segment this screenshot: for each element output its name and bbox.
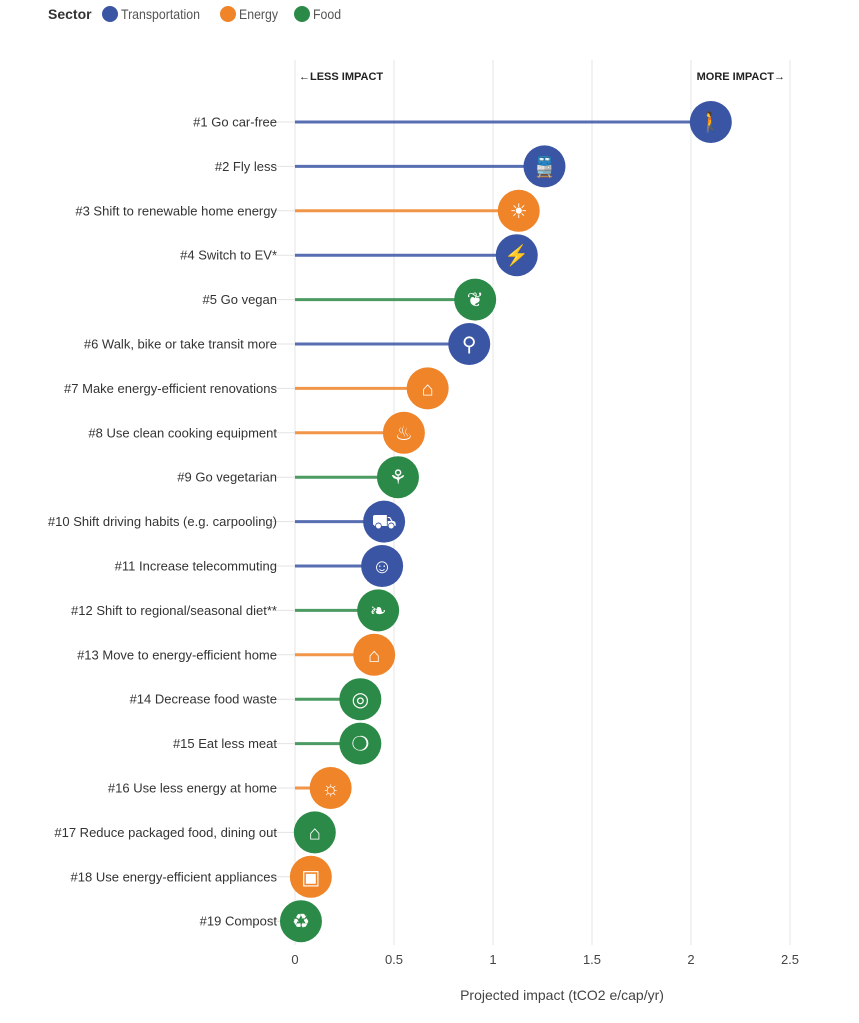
row-label: #1 Go car-free xyxy=(193,115,277,130)
x-tick-label: 0 xyxy=(291,952,298,967)
lollipop-row: #19 Compost ♻ xyxy=(200,900,322,943)
lollipop-dot xyxy=(363,500,406,543)
x-tick-label: 1 xyxy=(489,952,496,967)
row-label: #10 Shift driving habits (e.g. carpoolin… xyxy=(48,514,277,529)
lollipop-dot xyxy=(357,589,400,632)
row-label: #11 Increase telecommuting xyxy=(115,559,277,574)
row-label: #8 Use clean cooking equipment xyxy=(88,425,277,440)
row-label: #16 Use less energy at home xyxy=(108,781,277,796)
row-label: #9 Go vegetarian xyxy=(177,470,277,485)
more-impact-annotation: MORE IMPACT→ xyxy=(697,71,785,83)
x-axis-label: Projected impact (tCO2 e/cap/yr) xyxy=(460,987,664,1003)
lollipop-dot xyxy=(382,411,425,454)
lollipop-dot xyxy=(339,722,382,765)
walking-person-icon: 🚶 xyxy=(698,110,723,134)
row-label: #2 Fly less xyxy=(215,159,278,174)
lollipop-dot xyxy=(293,811,336,854)
bicycle-icon: ⚲ xyxy=(462,334,477,356)
row-label: #14 Decrease food waste xyxy=(130,692,277,707)
lollipop-row: #8 Use clean cooking equipment ♨ xyxy=(88,411,425,454)
lollipop-row: #13 Move to energy-efficient home ⌂ xyxy=(77,633,396,676)
row-label: #17 Reduce packaged food, dining out xyxy=(54,825,277,840)
x-tick-label: 2.5 xyxy=(781,952,799,967)
lollipop-dot xyxy=(289,855,332,898)
solar-panel-icon: ☀ xyxy=(510,201,528,223)
train-icon: 🚆 xyxy=(532,154,557,178)
row-label: #12 Shift to regional/seasonal diet** xyxy=(71,603,277,618)
x-tick-label: 2 xyxy=(687,952,694,967)
row-label: #6 Walk, bike or take transit more xyxy=(84,337,277,352)
house-tools-icon: ⌂ xyxy=(422,378,434,400)
person-at-home-icon: ☺ xyxy=(372,556,392,578)
lollipop-dot xyxy=(689,101,732,143)
lollipop-row: #9 Go vegetarian ⚘ xyxy=(177,456,419,499)
row-label: #18 Use energy-efficient appliances xyxy=(71,869,278,884)
x-tick-label: 1.5 xyxy=(583,952,601,967)
legend-label-food: Food xyxy=(312,6,341,22)
lollipop-row: #18 Use energy-efficient appliances ▣ xyxy=(71,855,332,898)
lollipop-dot xyxy=(361,545,404,587)
row-label: #4 Switch to EV* xyxy=(180,248,277,263)
legend: Sector Transportation Energy Food xyxy=(48,6,351,22)
row-label: #3 Shift to renewable home energy xyxy=(75,203,277,218)
lollipop-row: #16 Use less energy at home ☼ xyxy=(108,767,352,809)
lollipop-dot xyxy=(523,145,566,188)
lightbulb-icon: ☼ xyxy=(321,778,339,800)
cooking-pot-icon: ♨ xyxy=(395,423,413,445)
lollipop-dot xyxy=(309,767,352,809)
eco-house-icon: ⌂ xyxy=(368,645,380,667)
lollipop-row: #15 Eat less meat ❍ xyxy=(173,722,382,765)
row-label: #5 Go vegan xyxy=(203,292,277,307)
legend-title: Sector xyxy=(48,6,92,22)
leafy-greens-icon: ❦ xyxy=(467,290,484,312)
row-label: #13 Move to energy-efficient home xyxy=(77,647,277,662)
row-label: #19 Compost xyxy=(200,914,278,929)
legend-swatch-food xyxy=(293,6,310,22)
lollipop-dot xyxy=(448,323,491,365)
legend-label-energy: Energy xyxy=(239,6,279,22)
lollipop-dot xyxy=(279,900,322,943)
x-tick-label: 0.5 xyxy=(385,952,403,967)
fridge-washer-icon: ▣ xyxy=(301,867,320,889)
lollipop-row: #12 Shift to regional/seasonal diet** ❧ xyxy=(71,589,400,632)
lollipop-dot xyxy=(495,234,538,277)
row-label: #7 Make energy-efficient renovations xyxy=(64,381,277,396)
legend-swatch-energy xyxy=(220,6,237,22)
lollipop-dot xyxy=(454,278,497,321)
lollipop-row: #3 Shift to renewable home energy ☀ xyxy=(75,189,540,232)
lollipop-row: #14 Decrease food waste ◎ xyxy=(130,678,382,721)
lollipop-dot xyxy=(376,456,419,499)
lollipop-row: #6 Walk, bike or take transit more ⚲ xyxy=(84,323,491,365)
lollipop-row: #11 Increase telecommuting ☺ xyxy=(115,545,404,587)
less-impact-annotation: ←LESS IMPACT xyxy=(299,71,383,83)
lollipop-row: #5 Go vegan ❦ xyxy=(203,278,497,321)
milk-carrot-icon: ⚘ xyxy=(389,467,407,489)
electric-car-icon: ⚡ xyxy=(504,243,529,267)
legend-swatch-transportation xyxy=(101,6,118,22)
lollipop-row: #4 Switch to EV* ⚡ xyxy=(180,234,538,277)
steak-icon: ❍ xyxy=(351,734,369,756)
lollipop-row: #7 Make energy-efficient renovations ⌂ xyxy=(64,367,449,410)
fish-leaf-icon: ❧ xyxy=(370,600,387,622)
row-label: #15 Eat less meat xyxy=(173,736,277,751)
house-cutlery-icon: ⌂ xyxy=(309,822,321,844)
legend-label-transportation: Transportation xyxy=(120,6,200,22)
lollipop-dot xyxy=(339,678,382,721)
plate-cutlery-icon: ◎ xyxy=(352,689,369,711)
lollipop-dot xyxy=(353,633,396,676)
lollipop-row: #1 Go car-free 🚶 xyxy=(193,101,732,143)
lollipop-dot xyxy=(497,189,540,232)
apple-core-icon: ♻ xyxy=(292,911,310,933)
lollipop-row: #17 Reduce packaged food, dining out ⌂ xyxy=(54,811,336,854)
car-front-icon: ⛟ xyxy=(372,512,397,534)
lollipop-dot xyxy=(406,367,449,410)
lollipop-row: #2 Fly less 🚆 xyxy=(215,145,566,188)
lollipop-row: #10 Shift driving habits (e.g. carpoolin… xyxy=(48,500,406,543)
